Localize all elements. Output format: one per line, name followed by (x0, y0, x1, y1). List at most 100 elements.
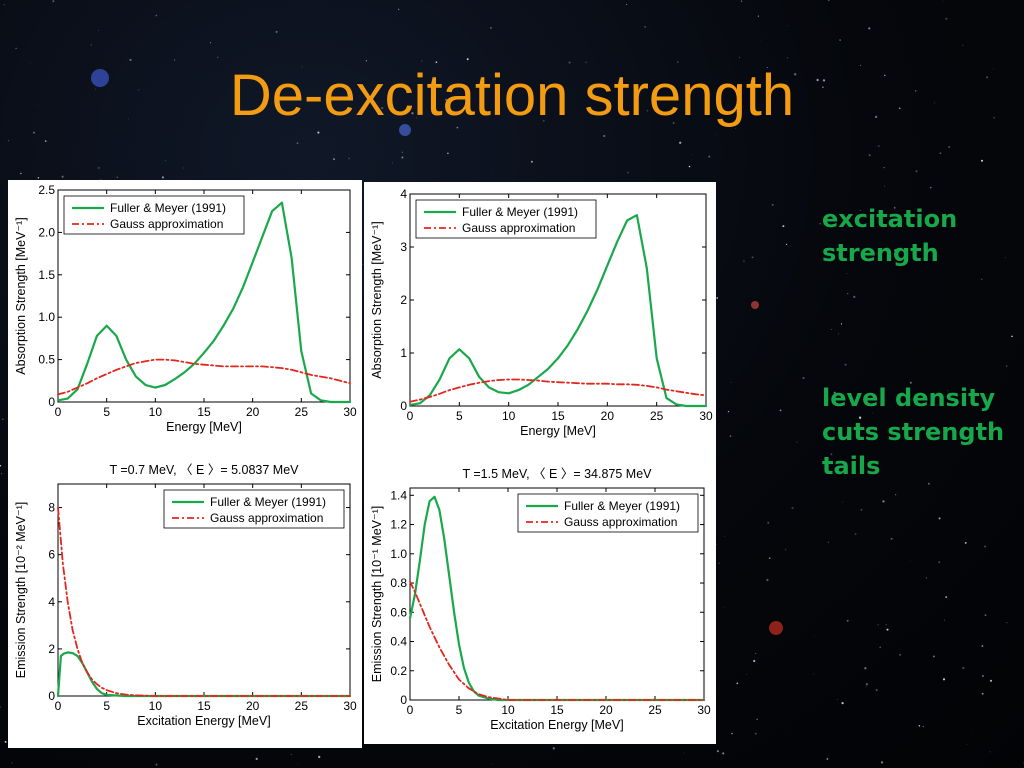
star (37, 104, 39, 105)
star (830, 329, 832, 330)
bright-star (399, 124, 411, 136)
legend-box (415, 199, 597, 239)
star (766, 66, 768, 69)
legend-box (163, 489, 345, 529)
star (859, 210, 861, 212)
y-tick-label: 0.5 (38, 353, 55, 367)
star (785, 243, 788, 246)
star (411, 112, 414, 115)
bright-star (751, 301, 759, 309)
star (868, 154, 871, 157)
series-line-fuller (56, 651, 352, 698)
star (915, 170, 918, 173)
y-tick-label: 1 (400, 346, 407, 360)
star (397, 8, 400, 11)
star (37, 177, 40, 179)
star (751, 256, 754, 259)
star (326, 94, 328, 97)
x-axis-label: Energy [MeV] (166, 420, 242, 434)
x-tick-label: 10 (501, 703, 515, 717)
y-axis-label: Emission Strength [10⁻² MeV⁻¹] (14, 502, 28, 678)
star (932, 655, 935, 658)
star (94, 88, 96, 90)
star (782, 225, 785, 228)
star (466, 58, 469, 61)
star (729, 435, 732, 437)
star (542, 119, 545, 122)
star (938, 561, 941, 564)
star (676, 61, 679, 63)
star (874, 115, 878, 119)
x-axis-label: Excitation Energy [MeV] (490, 718, 623, 732)
star (767, 521, 770, 524)
y-tick-label: 1.2 (390, 518, 407, 532)
star (716, 134, 718, 135)
star (447, 152, 449, 155)
star (868, 27, 871, 30)
legend-label: Gauss approximation (564, 515, 677, 529)
star (760, 40, 762, 41)
star (860, 508, 863, 511)
star (981, 278, 983, 280)
star (942, 0, 944, 2)
star (771, 203, 774, 206)
x-tick-label: 20 (599, 703, 613, 717)
star (334, 154, 336, 156)
star (991, 433, 993, 436)
star (688, 165, 691, 168)
star (727, 410, 730, 413)
x-tick-label: 25 (295, 699, 309, 713)
x-tick-label: 5 (456, 703, 463, 717)
star (679, 141, 682, 144)
x-tick-label: 0 (55, 699, 62, 713)
star (883, 167, 885, 169)
star (161, 176, 164, 179)
star (1004, 256, 1006, 258)
star (552, 747, 555, 750)
legend-label: Fuller & Meyer (1991) (462, 205, 578, 219)
star (290, 753, 292, 755)
star (716, 544, 717, 545)
star (416, 117, 417, 119)
star (217, 56, 219, 59)
star (730, 382, 732, 383)
star (945, 596, 948, 599)
star (0, 706, 1, 708)
star (980, 159, 984, 162)
star (456, 126, 459, 129)
star (435, 61, 438, 64)
star (786, 732, 788, 733)
star (692, 153, 693, 155)
star (2, 418, 4, 420)
star (822, 86, 824, 89)
y-axis-label: Emission Strength [10⁻¹ MeV⁻¹] (370, 506, 384, 682)
bright-star (91, 69, 109, 87)
y-tick-label: 4 (48, 595, 55, 609)
star (945, 17, 948, 20)
chart-emission-high-t: T =1.5 MeV, 〈 E 〉= 34.875 MeV 0 5 10 15 20 25 3… (370, 467, 711, 732)
star (333, 158, 335, 160)
star (742, 260, 745, 263)
star (914, 90, 917, 92)
y-tick-label: 2 (48, 642, 55, 656)
chart-panel-left: 0 5 10 15 20 25 30 0 0.5 1.0 1.5 2.0 2.5 Energy [MeV]… (8, 180, 362, 748)
x-tick-label: 0 (407, 703, 414, 717)
star (746, 673, 748, 675)
star (61, 175, 64, 178)
star (816, 78, 819, 82)
star (877, 624, 879, 626)
star (736, 682, 739, 685)
star (530, 160, 533, 163)
y-tick-label: 3 (400, 240, 407, 254)
star (722, 752, 725, 755)
star (925, 577, 927, 579)
series-line-fuller (56, 201, 352, 404)
star (296, 142, 299, 145)
y-tick-label: 2.0 (38, 225, 55, 239)
star (826, 758, 829, 760)
star (731, 732, 733, 735)
star (986, 76, 989, 79)
series-line-fuller (408, 214, 708, 408)
legend-label: Fuller & Meyer (1991) (564, 499, 680, 513)
star (865, 686, 867, 688)
